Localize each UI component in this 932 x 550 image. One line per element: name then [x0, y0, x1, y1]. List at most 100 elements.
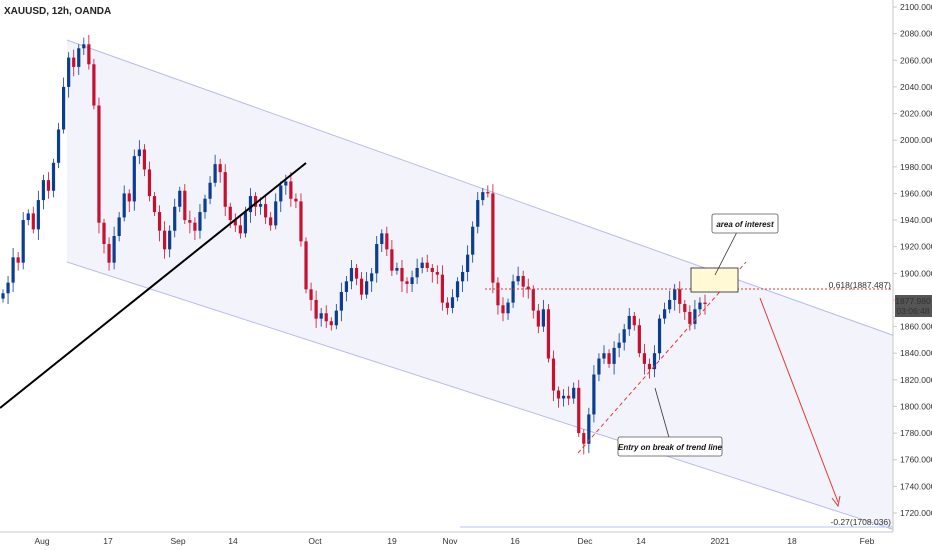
y-tick-label: 2000.000	[900, 135, 932, 145]
channel	[66, 39, 896, 531]
y-tick-label: 1820.000	[900, 375, 932, 385]
candle-body	[440, 274, 444, 303]
candle-body	[370, 273, 374, 282]
candle-body	[668, 299, 672, 310]
candle-body	[491, 193, 495, 283]
candle-body	[365, 281, 369, 295]
candle-body	[122, 193, 126, 218]
candle-body	[445, 302, 450, 308]
candle-body	[274, 201, 278, 226]
candle-body	[698, 302, 702, 310]
candle-body	[208, 182, 212, 199]
candle-body	[269, 217, 273, 226]
candle-body	[178, 190, 182, 207]
candle-body	[228, 206, 232, 221]
price-tag-value: 1877.980	[895, 296, 931, 306]
candle-body	[41, 180, 46, 201]
candle-body	[62, 86, 66, 130]
black-trendline	[0, 162, 307, 409]
x-tick-label: 19	[387, 536, 397, 546]
channel-upper-line	[66, 39, 896, 337]
candle-body	[339, 291, 343, 311]
candle-body	[602, 353, 606, 359]
y-tick-label: 1900.000	[900, 268, 932, 278]
candle-body	[597, 358, 601, 375]
candle-body	[466, 254, 470, 272]
callout-pointer-aoi	[714, 231, 738, 276]
candle-body	[693, 309, 697, 324]
candle-body	[82, 44, 86, 49]
candle-body	[380, 233, 384, 245]
y-tick-label: 1960.000	[900, 188, 932, 198]
x-tick-label: Oct	[308, 536, 322, 546]
y-tick-label: 1780.000	[900, 428, 932, 438]
y-tick-label: 1760.000	[900, 455, 932, 465]
candle-body	[264, 204, 268, 218]
projection-arrow	[759, 297, 839, 503]
candle-body	[248, 196, 253, 213]
candle-body	[223, 172, 227, 207]
candle-body	[294, 198, 298, 202]
candle-body	[481, 192, 485, 201]
candle-body	[657, 318, 662, 354]
y-tick-label: 1740.000	[900, 481, 932, 491]
y-tick-label: 2040.000	[900, 82, 932, 92]
y-tick-label: 1840.000	[900, 348, 932, 358]
x-tick-label: Nov	[442, 536, 458, 546]
candle-body	[127, 193, 131, 202]
candle-body	[51, 162, 56, 191]
x-tick-label: 18	[787, 536, 797, 546]
candle-body	[243, 212, 248, 234]
x-tick-label: Aug	[34, 536, 49, 546]
y-tick-label: 2060.000	[900, 55, 932, 65]
x-tick-label: 16	[510, 536, 520, 546]
candle-body	[390, 249, 394, 271]
rising-trendline	[577, 261, 747, 454]
fib-label: 0.618(1887.487)	[829, 280, 892, 290]
candle-body	[375, 244, 379, 274]
x-tick-label: 17	[103, 536, 113, 546]
candle-body	[587, 414, 591, 444]
candle-body	[168, 230, 172, 250]
candle-body	[304, 241, 308, 290]
candle-body	[299, 201, 303, 242]
candle-body	[188, 220, 192, 223]
candle-body	[521, 275, 525, 287]
candle-body	[233, 220, 237, 226]
candle-body	[561, 395, 566, 399]
candle-body	[541, 309, 545, 327]
candle-body	[354, 267, 359, 279]
candle-body	[577, 387, 581, 434]
candle-body	[471, 226, 475, 255]
x-tick-label: 14	[636, 536, 646, 546]
candle-body	[683, 303, 687, 312]
y-tick-label: 1920.000	[900, 242, 932, 252]
candle-body	[617, 342, 621, 348]
candle-body	[460, 271, 465, 282]
candle-body	[496, 282, 500, 306]
candle-body	[238, 225, 242, 234]
candle-body	[334, 310, 338, 326]
candle-body	[612, 347, 616, 364]
candle-body	[117, 217, 121, 237]
candle-body	[173, 206, 177, 231]
candle-body	[395, 267, 399, 271]
candle-body	[385, 233, 389, 250]
candle-body	[67, 57, 71, 87]
candle-body	[97, 105, 101, 223]
candle-body	[36, 200, 40, 230]
x-axis-labels: Aug 17 Sep 14 Oct 19 Nov 16 Dec 14 2021 18 Feb	[34, 536, 874, 546]
candle-body	[511, 281, 515, 303]
candle-body	[6, 282, 10, 294]
candle-body	[450, 297, 455, 308]
candle-body	[551, 358, 556, 391]
price-tag-countdown: 03:06:48	[896, 306, 929, 316]
callout-box-entry	[617, 436, 723, 457]
candle-body	[46, 180, 51, 191]
candle-body	[324, 313, 328, 322]
candle-body	[531, 289, 535, 311]
candle-body	[198, 212, 202, 231]
candle-body	[592, 374, 596, 415]
candle-body	[556, 390, 561, 399]
